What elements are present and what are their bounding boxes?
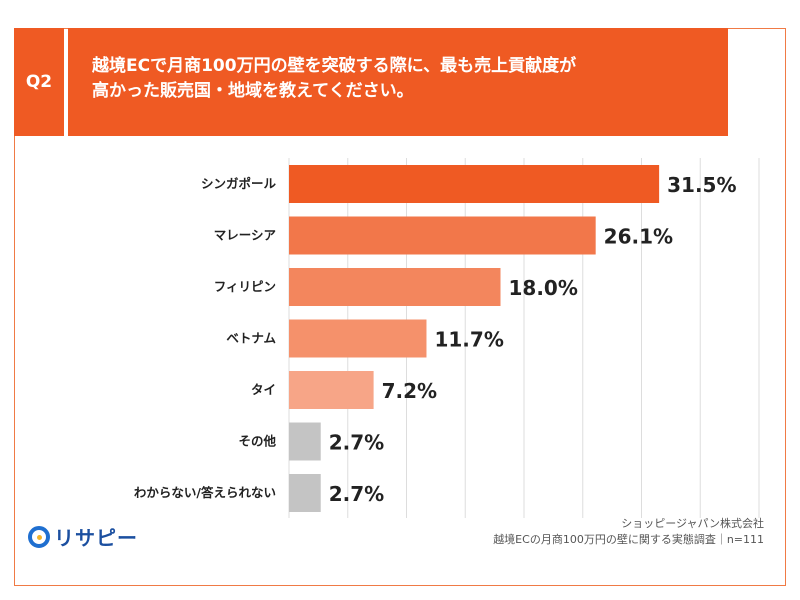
question-number-badge: Q2: [14, 28, 64, 136]
bar-4: [289, 371, 374, 409]
category-label-5: その他: [238, 434, 276, 449]
value-label-0: 31.5%: [667, 173, 736, 197]
source-company: ショッピージャパン株式会社: [621, 517, 764, 530]
category-label-0: シンガポール: [201, 176, 277, 191]
value-label-6: 2.7%: [329, 482, 384, 506]
bar-2: [289, 268, 501, 306]
value-label-4: 7.2%: [382, 379, 437, 403]
brand-logo-icon: [28, 525, 50, 548]
source-note: ショッピージャパン株式会社 越境ECの月商100万円の壁に関する実態調査｜n=1…: [493, 516, 764, 548]
category-label-6: わからない/答えられない: [134, 485, 276, 500]
bar-5: [289, 422, 321, 461]
question-text-line-1: 越境ECで月商100万円の壁を突破する際に、最も売上貢献度が: [92, 56, 577, 76]
brand-logo: リサピー: [28, 522, 138, 551]
brand-logo-text: リサピー: [54, 526, 138, 550]
question-banner: 越境ECで月商100万円の壁を突破する際に、最も売上貢献度が 高かった販売国・地…: [68, 28, 728, 136]
category-label-2: フィリピン: [214, 279, 276, 294]
value-label-5: 2.7%: [329, 431, 384, 455]
bar-0: [289, 165, 660, 203]
bar-3: [289, 319, 427, 358]
bar-6: [289, 474, 321, 512]
category-label-1: マレーシア: [214, 228, 276, 243]
category-label-4: タイ: [251, 382, 276, 397]
category-label-3: ベトナム: [226, 331, 276, 346]
question-text-line-2: 高かった販売国・地域を教えてください。: [92, 81, 414, 101]
value-label-1: 26.1%: [604, 225, 673, 249]
value-label-3: 11.7%: [434, 328, 503, 352]
bar-1: [289, 216, 596, 255]
value-label-2: 18.0%: [509, 276, 578, 300]
source-survey: 越境ECの月商100万円の壁に関する実態調査｜n=111: [493, 533, 764, 546]
